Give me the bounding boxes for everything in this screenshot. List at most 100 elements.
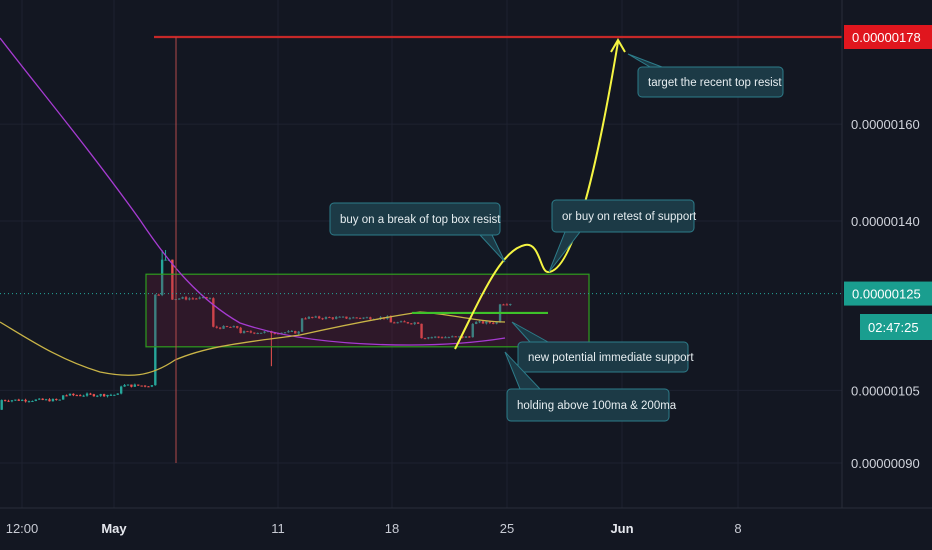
- candle-body-135: [461, 336, 464, 338]
- callout-text: target the recent top resist: [648, 77, 782, 89]
- candle-body-3: [10, 400, 14, 402]
- candle-body-141: [481, 321, 485, 324]
- candle-body-40: [137, 384, 140, 386]
- candle-body-16: [55, 398, 58, 400]
- callout-1: buy on a break of top box resist: [329, 202, 506, 263]
- candle-body-23: [79, 395, 82, 397]
- candle-body-68: [232, 326, 236, 328]
- candle-body-145: [495, 322, 498, 324]
- callout-box: [517, 341, 689, 373]
- candle-body-132: [451, 336, 454, 338]
- time-tick-2: 11: [271, 521, 285, 536]
- candle-body-38: [130, 384, 133, 387]
- candle-body-73: [249, 331, 253, 333]
- drawings: target the recent top resist buy on a bre…: [0, 35, 842, 463]
- candle-body-5: [17, 399, 20, 401]
- candle-body-71: [242, 331, 246, 334]
- callout-tail: [627, 53, 663, 68]
- candle-body-35: [119, 386, 123, 394]
- candle-body-31: [106, 394, 109, 397]
- candle-body-138: [471, 324, 474, 338]
- candle-body-56: [191, 298, 195, 300]
- candle-body-70: [239, 327, 242, 334]
- candle-body-114: [389, 316, 393, 323]
- candle-body-98: [335, 317, 338, 319]
- candle-body-61: [208, 298, 212, 300]
- candle-body-115: [393, 322, 396, 324]
- candle-body-64: [218, 327, 222, 329]
- price-tick-1: 0.00000160: [851, 117, 920, 132]
- candle-body-108: [369, 317, 372, 320]
- candle-body-4: [14, 399, 17, 401]
- candle-body-101: [345, 316, 348, 319]
- candle-body-6: [20, 399, 24, 401]
- candle-body-131: [447, 337, 451, 339]
- callout-tail: [479, 234, 506, 263]
- price-tag-bg-0: [844, 25, 932, 49]
- candle-body-66: [225, 326, 229, 328]
- candle-body-58: [198, 297, 201, 299]
- candle-body-52: [178, 298, 181, 300]
- candle-body-142: [485, 321, 488, 324]
- candle-body-17: [58, 399, 61, 401]
- candle-body-126: [430, 337, 433, 339]
- price-axis-panel: [842, 0, 932, 550]
- candle-body-42: [143, 385, 147, 387]
- candle-body-48: [164, 259, 167, 261]
- price-tick-2: 0.00000140: [851, 214, 920, 229]
- projection-path: [454, 41, 619, 350]
- time-tick-4: 25: [500, 521, 514, 536]
- candle-body-127: [434, 336, 437, 338]
- callout-box: [637, 66, 784, 98]
- candle-body-11: [38, 398, 41, 400]
- candle-body-130: [444, 337, 447, 339]
- callout-3: new potential immediate support: [511, 321, 694, 373]
- candle-body-67: [229, 326, 232, 328]
- callout-tail: [548, 231, 581, 273]
- candle-body-1: [3, 400, 7, 402]
- callout-tail: [504, 351, 541, 390]
- candle-body-74: [253, 332, 256, 334]
- candle-body-91: [311, 316, 314, 318]
- candle-body-125: [427, 337, 430, 339]
- candle-body-10: [34, 399, 38, 401]
- candle-body-53: [181, 297, 184, 299]
- candle-body-148: [505, 304, 509, 306]
- candle-body-90: [307, 316, 311, 319]
- candle-body-95: [324, 317, 328, 319]
- candle-body-32: [109, 394, 113, 396]
- candle-body-149: [509, 303, 512, 305]
- candle-body-104: [355, 317, 358, 319]
- candle-body-41: [140, 385, 143, 387]
- price-tag-bg-3: [844, 281, 932, 306]
- candle-body-33: [113, 394, 116, 396]
- candle-body-2: [7, 400, 10, 402]
- candle-body-0: [0, 400, 3, 410]
- candle-body-128: [437, 336, 440, 338]
- callout-text: buy on a break of top box resist: [340, 214, 501, 226]
- candle-body-47: [160, 259, 164, 295]
- candle-body-76: [259, 332, 263, 334]
- candle-body-137: [468, 336, 471, 338]
- candle-body-77: [263, 331, 266, 333]
- time-axis-panel: [0, 508, 932, 550]
- candle-body-118: [403, 321, 406, 323]
- price-tag-0: 0.00000178: [852, 30, 921, 45]
- candle-body-122: [416, 322, 420, 324]
- candle-body-60: [205, 296, 208, 299]
- candle-body-134: [457, 336, 461, 338]
- callout-box: [329, 202, 501, 236]
- callout-text: holding above 100ma & 200ma: [517, 400, 677, 412]
- countdown-bg: [860, 314, 932, 340]
- candle-body-9: [31, 400, 34, 402]
- candle-body-22: [75, 395, 78, 397]
- candle-body-45: [154, 294, 157, 386]
- price-tick-5: 0.00000090: [851, 456, 920, 471]
- candle-body-44: [150, 385, 154, 387]
- time-tick-5: Jun: [610, 521, 633, 536]
- callout-4: holding above 100ma & 200ma: [504, 351, 677, 422]
- candle-body-87: [297, 331, 300, 334]
- candle-body-133: [454, 336, 457, 338]
- candle-body-55: [188, 298, 191, 300]
